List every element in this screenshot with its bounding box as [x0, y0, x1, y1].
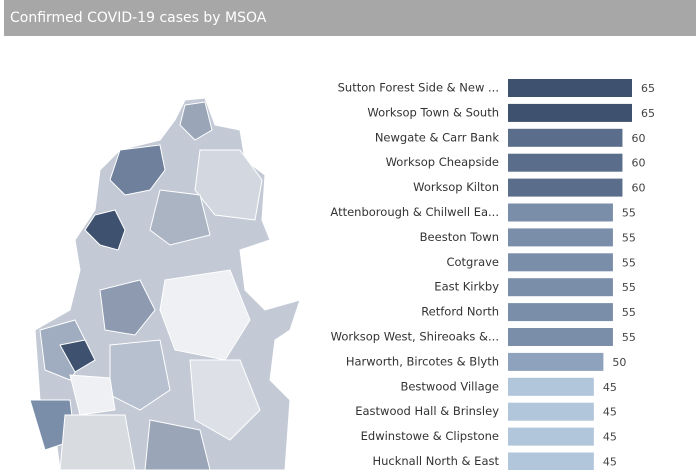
value-label: 65 — [641, 107, 655, 120]
value-label: 55 — [622, 306, 636, 319]
header-bar — [4, 0, 696, 36]
value-label: 45 — [603, 406, 617, 419]
chart-title: Confirmed COVID-19 cases by MSOA — [10, 10, 267, 26]
bar — [508, 103, 632, 122]
value-label: 60 — [631, 182, 645, 195]
value-label: 65 — [641, 82, 655, 95]
category-label: Cotgrave — [446, 255, 499, 269]
map-region — [59, 414, 136, 470]
bar — [508, 452, 594, 470]
category-label: East Kirkby — [434, 280, 499, 294]
value-label: 45 — [603, 456, 617, 469]
map-region — [109, 144, 166, 196]
value-label: 50 — [612, 356, 626, 369]
category-label: Eastwood Hall & Brinsley — [355, 404, 499, 418]
value-label: 55 — [622, 231, 636, 244]
value-label: 45 — [603, 381, 617, 394]
category-label: Worksop Kilton — [413, 180, 499, 194]
value-label: 55 — [622, 207, 636, 220]
bar — [508, 377, 594, 396]
value-label: 55 — [622, 256, 636, 269]
bar — [508, 228, 613, 247]
bar — [508, 328, 613, 346]
category-label: Hucknall North & East — [372, 454, 499, 468]
value-label: 60 — [631, 157, 645, 170]
map-region — [239, 239, 301, 311]
map-region — [144, 419, 211, 470]
bar — [508, 278, 613, 297]
bar — [508, 303, 613, 322]
map-region — [179, 101, 213, 141]
category-label: Beeston Town — [420, 230, 499, 244]
map-region — [149, 189, 211, 246]
category-label: Edwinstowe & Clipstone — [361, 429, 499, 443]
bar — [508, 203, 613, 222]
category-label: Harworth, Bircotes & Blyth — [346, 354, 499, 368]
category-label: Sutton Forest Side & New ... — [338, 81, 499, 95]
map-region — [84, 209, 126, 251]
value-label: 55 — [622, 331, 636, 344]
map-region — [189, 359, 261, 441]
bar — [508, 153, 623, 172]
value-label: 60 — [631, 132, 645, 145]
bar-chart: Sutton Forest Side & New ... 65 Worksop To… — [330, 79, 655, 470]
map-region — [69, 374, 116, 416]
value-label: 55 — [622, 281, 636, 294]
map-region — [99, 279, 156, 336]
map-region — [59, 339, 96, 373]
category-label: Worksop Cheapside — [386, 155, 499, 169]
bar — [508, 427, 594, 446]
bar — [508, 352, 604, 371]
bar — [508, 79, 632, 97]
bar — [508, 128, 623, 147]
bar — [508, 253, 613, 272]
category-label: Retford North — [421, 305, 499, 319]
category-label: Attenborough & Chilwell Ea... — [330, 205, 499, 219]
bar — [508, 402, 594, 421]
map-region — [194, 149, 263, 221]
category-label: Bestwood Village — [400, 379, 499, 393]
category-label: Worksop Town & South — [367, 105, 499, 119]
bar — [508, 178, 623, 197]
category-label: Newgate & Carr Bank — [375, 130, 500, 144]
map — [29, 97, 301, 470]
value-label: 45 — [603, 431, 617, 444]
category-label: Worksop West, Shireoaks &... — [331, 330, 499, 344]
